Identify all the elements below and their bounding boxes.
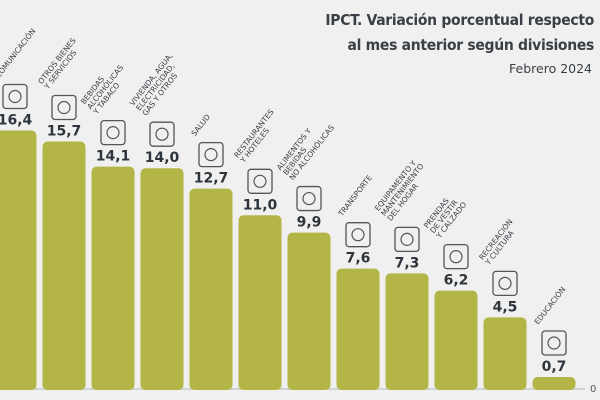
category-label-line: TRANSPORTE	[336, 173, 374, 218]
category-label: EDUCACIÓN	[532, 285, 567, 326]
category-label-line: COMUNICACIÓN	[0, 27, 38, 80]
bar	[336, 268, 380, 390]
data-label: 4,5	[493, 299, 518, 315]
phone-icon	[2, 83, 28, 110]
category-label: EQUIPAMENTO YMANTENIMIENTODEL HOGAR	[373, 157, 432, 223]
bar	[532, 377, 576, 390]
category-label: SALUD	[189, 112, 212, 137]
camera-icon	[492, 270, 518, 297]
scissors-ribbon-icon	[51, 94, 77, 121]
house-document-icon	[149, 121, 175, 147]
bar	[385, 273, 429, 390]
category-label: TRANSPORTE	[336, 173, 374, 218]
shirt-icon	[443, 244, 469, 270]
category-label: ALIMENTOS YBEBIDASNO ALCOHÓLICAS	[275, 113, 336, 182]
bar	[434, 290, 478, 390]
data-label: 16,4	[0, 113, 33, 129]
category-label: RECREACIÓNY CULTURA	[477, 217, 521, 267]
data-label: 15,7	[47, 124, 82, 140]
y-zero-label: 0	[590, 384, 596, 395]
bar	[238, 215, 282, 390]
category-label: PRENDASDE VESTIRY CALZADO	[421, 190, 468, 241]
chart-subtitle: Febrero 2024	[509, 61, 592, 76]
data-label: 7,6	[346, 251, 371, 267]
category-label: OTROS BIENESY SERVICIOS	[36, 36, 85, 92]
category-label: COMUNICACIÓN	[0, 27, 38, 80]
data-label: 9,9	[297, 215, 322, 231]
bar	[140, 168, 184, 390]
bottle-glass-icon	[100, 119, 126, 146]
data-label: 11,0	[243, 197, 278, 213]
title-line: al mes anterior según divisiones	[347, 36, 595, 54]
data-label: 7,3	[395, 255, 420, 271]
bar	[189, 188, 233, 390]
bar	[483, 317, 527, 390]
bar	[287, 232, 331, 390]
category-label: RESTAURANTESY HOTELES	[232, 107, 283, 165]
category-label: VIVIENDA, AGUA,ELECTRICIDAD,GAS Y OTROS	[128, 51, 187, 117]
chart-title: IPCT. Variación porcentual respecto al m…	[325, 8, 594, 58]
category-label-line: SALUD	[189, 112, 212, 137]
bar	[91, 166, 135, 390]
hospital-icon	[198, 141, 224, 168]
data-label: 6,2	[444, 273, 469, 289]
diploma-icon	[541, 330, 567, 356]
bus-icon	[345, 222, 371, 248]
plate-suitcase-icon	[247, 168, 273, 194]
data-label: 0,7	[542, 359, 567, 375]
data-label: 14,0	[145, 150, 180, 166]
data-label: 12,7	[194, 171, 229, 187]
data-label: 14,1	[96, 149, 131, 165]
category-label: BEBIDASALCOHÓLICASY TABACO	[78, 58, 131, 117]
bar	[42, 141, 86, 390]
microwave-icon	[394, 226, 420, 253]
bar	[0, 130, 37, 390]
food-bowl-icon	[296, 185, 322, 212]
category-label-line: EDUCACIÓN	[532, 285, 567, 326]
title-line: IPCT. Variación porcentual respecto	[325, 11, 594, 29]
